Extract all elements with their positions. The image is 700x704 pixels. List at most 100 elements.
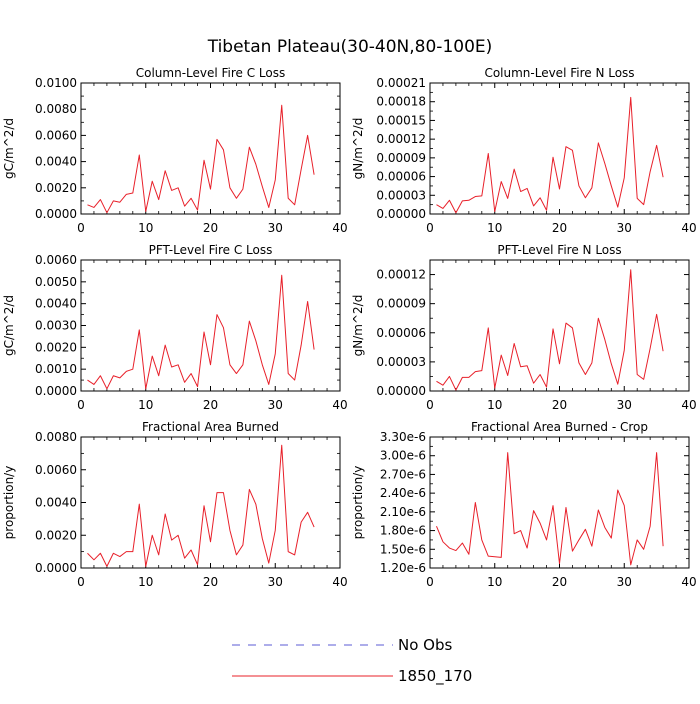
y-tick-label: 0.0040 [35,297,77,311]
series-line-1850_170 [436,97,663,212]
panel-title: PFT-Level Fire N Loss [497,243,621,257]
x-tick-label: 10 [487,221,502,235]
x-tick-label: 40 [332,221,347,235]
x-tick-label: 10 [138,575,153,589]
plot-frame [430,260,689,391]
y-tick-label: 0.00000 [376,207,426,221]
x-tick-label: 40 [332,398,347,412]
panel-title: Fractional Area Burned - Crop [471,420,648,434]
legend-label: No Obs [398,636,452,654]
y-tick-label: 0.0020 [35,528,77,542]
y-tick-label: 0.00003 [376,355,426,369]
plot-frame [81,260,340,391]
x-tick-label: 20 [203,221,218,235]
y-tick-label: 2.10e-6 [380,505,426,519]
y-axis-label: gN/m^2/d [351,295,365,357]
y-tick-label: 0.00012 [376,268,426,282]
panel-5: Fractional Area Burned proportion/y 0 10 20 3… [2,420,348,589]
y-axis-label: gC/m^2/d [2,295,16,356]
x-tick-label: 30 [268,398,283,412]
y-tick-label: 0.0040 [35,155,77,169]
y-tick-label: 2.70e-6 [380,467,426,481]
x-tick-label: 20 [552,221,567,235]
y-tick-label: 0.00021 [376,76,426,90]
series-line-1850_170 [87,445,314,566]
x-tick-label: 30 [617,398,632,412]
y-tick-label: 0.0060 [35,128,77,142]
page-title: Tibetan Plateau(30-40N,80-100E) [207,37,493,57]
y-axis-label: gC/m^2/d [2,118,16,179]
x-tick-label: 30 [617,221,632,235]
panel-title: Column-Level Fire C Loss [136,66,286,80]
x-tick-label: 0 [426,398,434,412]
plot-frame [430,83,689,214]
y-tick-label: 0.00003 [376,188,426,202]
y-tick-label: 0.0030 [35,319,77,333]
plot-frame [81,437,340,568]
x-tick-label: 0 [426,575,434,589]
x-tick-label: 10 [487,575,502,589]
x-tick-label: 40 [681,221,696,235]
plot-frame [430,437,689,568]
y-axis-label: proportion/y [351,466,365,540]
y-tick-label: 0.0000 [35,384,77,398]
series-line-1850_170 [87,275,314,389]
y-tick-label: 0.0060 [35,463,77,477]
x-tick-label: 20 [552,398,567,412]
x-tick-label: 30 [617,575,632,589]
y-axis-label: gN/m^2/d [351,118,365,180]
series-line-1850_170 [87,105,314,212]
plot-frame [81,83,340,214]
x-tick-label: 40 [681,398,696,412]
y-tick-label: 0.00018 [376,95,426,109]
x-tick-label: 20 [203,398,218,412]
x-tick-label: 0 [77,221,85,235]
y-tick-label: 0.00009 [376,297,426,311]
x-tick-label: 20 [552,575,567,589]
y-tick-label: 0.0000 [35,561,77,575]
x-tick-label: 10 [138,398,153,412]
x-tick-label: 0 [77,575,85,589]
legend: No Obs 1850_170 [232,636,472,686]
x-tick-label: 40 [332,575,347,589]
y-tick-label: 0.00015 [376,113,426,127]
legend-label: 1850_170 [398,667,472,686]
x-tick-label: 30 [268,221,283,235]
x-tick-label: 30 [268,575,283,589]
y-tick-label: 0.00009 [376,151,426,165]
y-tick-label: 0.00012 [376,132,426,146]
y-tick-label: 0.0010 [35,362,77,376]
panel-title: PFT-Level Fire C Loss [149,243,273,257]
y-tick-label: 0.0060 [35,253,77,267]
y-tick-label: 0.00006 [376,326,426,340]
panel-1: Column-Level Fire C Loss gC/m^2/d 0 10 20 30 4… [2,66,348,235]
y-tick-label: 0.0020 [35,181,77,195]
panel-4: PFT-Level Fire N Loss gN/m^2/d 0 10 20 30 40 0.… [351,243,697,412]
y-tick-label: 0.0000 [35,207,77,221]
panel-2: Column-Level Fire N Loss gN/m^2/d 0 10 20 30 4… [351,66,697,235]
x-tick-label: 0 [426,221,434,235]
panel-title: Fractional Area Burned [142,420,279,434]
x-tick-label: 20 [203,575,218,589]
y-tick-label: 0.0050 [35,275,77,289]
series-line-1850_170 [436,270,663,390]
x-tick-label: 10 [487,398,502,412]
y-tick-label: 1.20e-6 [380,561,426,575]
panel-title: Column-Level Fire N Loss [484,66,634,80]
series-line-1850_170 [436,453,663,565]
y-tick-label: 0.00000 [376,384,426,398]
panels: Column-Level Fire C Loss gC/m^2/d 0 10 20 30 4… [2,66,697,589]
y-tick-label: 2.40e-6 [380,486,426,500]
y-tick-label: 1.50e-6 [380,542,426,556]
panel-6: Fractional Area Burned - Crop proportion/… [351,420,697,589]
y-tick-label: 1.80e-6 [380,524,426,538]
y-tick-label: 0.0040 [35,496,77,510]
y-axis-label: proportion/y [2,466,16,540]
y-tick-label: 3.00e-6 [380,449,426,463]
y-tick-label: 3.30e-6 [380,430,426,444]
y-tick-label: 0.0100 [35,76,77,90]
x-tick-label: 10 [138,221,153,235]
